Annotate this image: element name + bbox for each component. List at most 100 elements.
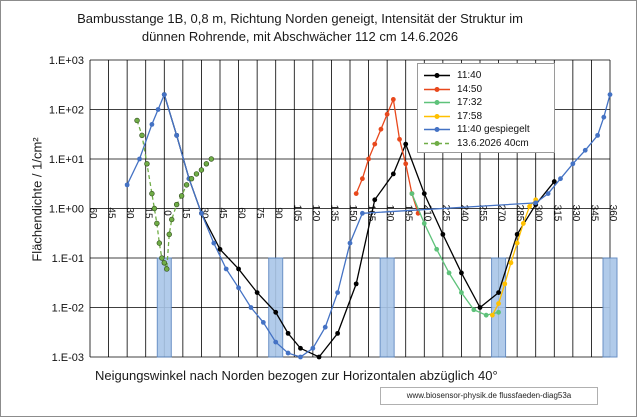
data-point — [390, 96, 396, 102]
data-point — [144, 161, 150, 167]
x-tick-label: 30 — [198, 207, 209, 219]
legend-label: 17:32 — [457, 97, 483, 108]
x-tick-label: 75 — [254, 207, 265, 219]
shaded-bar — [379, 257, 395, 358]
data-point — [471, 307, 477, 313]
legend-item: 14:50 — [418, 83, 554, 96]
data-point — [134, 117, 140, 124]
data-point — [161, 260, 167, 266]
data-point — [434, 246, 440, 252]
chart-title-line-1: Bambusstange 1B, 0,8 m, Richtung Norden … — [77, 11, 523, 26]
data-point — [366, 156, 371, 162]
x-tick-label: 150 — [347, 205, 358, 222]
legend-swatch — [424, 113, 450, 119]
data-point — [298, 354, 303, 360]
data-point — [285, 330, 291, 336]
x-tick-label: 120 — [310, 205, 321, 222]
data-point — [183, 182, 190, 188]
data-point — [489, 312, 495, 318]
shaded-bar — [491, 257, 507, 358]
x-tick-label: 105 — [291, 205, 302, 222]
legend-swatch — [424, 127, 450, 132]
data-point — [514, 240, 520, 246]
data-point — [359, 210, 365, 216]
data-point — [397, 136, 402, 142]
series-line — [163, 94, 555, 358]
data-point — [347, 240, 353, 246]
y-tick-label: 1.E+01 — [49, 154, 84, 166]
data-point — [139, 132, 145, 139]
data-point — [601, 114, 607, 120]
data-point — [236, 266, 241, 272]
data-point — [409, 191, 415, 196]
x-axis-label: Neigungswinkel nach Norden bezogen zur H… — [95, 368, 498, 383]
data-point — [273, 339, 279, 345]
data-point — [223, 266, 229, 272]
x-tick-label: 90 — [273, 207, 284, 219]
x-tick-label: 360 — [607, 205, 618, 222]
data-point — [164, 266, 170, 272]
data-point — [508, 260, 514, 266]
data-point — [551, 179, 557, 184]
y-tick-label: 1.E+02 — [49, 105, 84, 117]
x-tick-label: 345 — [588, 205, 599, 222]
data-point — [520, 221, 526, 226]
legend-item: 13.6.2026 40cm — [418, 137, 554, 150]
data-point — [403, 141, 409, 147]
x-tick-label: 240 — [458, 205, 469, 222]
y-tick-label: 1.E+03 — [49, 55, 84, 67]
x-tick-label: 270 — [496, 205, 507, 222]
legend-label: 17:58 — [457, 110, 483, 122]
data-point — [372, 141, 378, 147]
data-point — [582, 147, 588, 153]
x-tick-label: 315 — [551, 205, 562, 222]
x-tick-label: 30 — [124, 207, 135, 219]
data-point — [335, 330, 341, 336]
data-point — [440, 231, 446, 237]
data-point — [570, 161, 576, 167]
x-tick-label: 60 — [87, 207, 98, 219]
data-point — [159, 255, 165, 261]
data-point — [595, 132, 601, 138]
legend-label: 11:40 gespiegelt — [457, 124, 530, 135]
data-point — [496, 290, 501, 295]
data-point — [149, 122, 155, 127]
data-point — [178, 193, 185, 199]
legend-item: 11:40 — [418, 69, 554, 82]
data-point — [477, 305, 483, 310]
data-point — [446, 270, 452, 276]
y-tick-label: 1.E+00 — [49, 204, 84, 216]
legend-item: 17:32 — [418, 96, 554, 109]
data-point — [353, 191, 359, 196]
data-point — [198, 167, 205, 173]
data-point — [421, 221, 427, 226]
data-point — [137, 156, 142, 162]
data-point — [316, 354, 322, 360]
x-tick-label: 45 — [106, 207, 117, 219]
x-tick-label: 225 — [440, 205, 451, 222]
data-point — [459, 270, 464, 276]
data-point — [217, 246, 223, 252]
data-point — [151, 205, 158, 212]
data-point — [514, 231, 520, 237]
series-line — [491, 199, 537, 316]
y-tick-label: 1.E-02 — [52, 303, 84, 315]
legend-swatch — [424, 73, 450, 78]
legend-swatch — [424, 100, 450, 105]
x-tick-label: 15 — [143, 207, 154, 219]
data-point — [260, 320, 266, 325]
x-tick-label: 180 — [384, 205, 395, 222]
data-point — [203, 161, 210, 167]
data-point — [527, 204, 532, 209]
data-point — [496, 301, 501, 306]
data-point — [208, 156, 215, 162]
data-point — [421, 191, 427, 196]
shaded-bar — [156, 257, 172, 358]
data-point — [483, 312, 489, 318]
data-point — [335, 290, 341, 295]
data-point — [359, 176, 365, 182]
data-point — [459, 290, 464, 295]
data-point — [236, 285, 241, 291]
data-point — [390, 171, 396, 177]
data-point — [169, 216, 175, 223]
